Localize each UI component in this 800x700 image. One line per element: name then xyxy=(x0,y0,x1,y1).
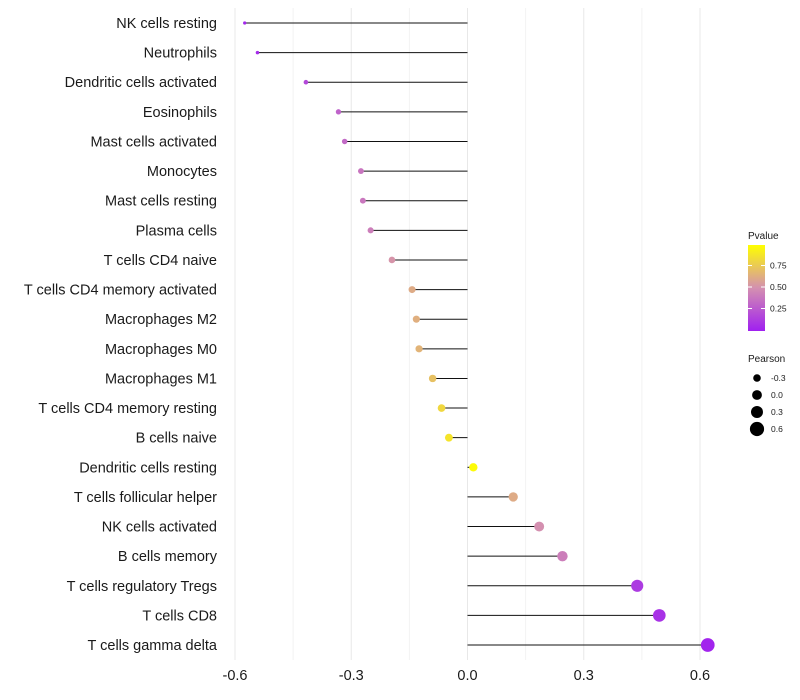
size-legend-label: 0.6 xyxy=(771,424,783,434)
category-label: B cells memory xyxy=(118,549,218,565)
grid-lines xyxy=(234,8,701,660)
point-b-cells-naive xyxy=(444,433,453,442)
category-label: Macrophages M0 xyxy=(105,342,217,358)
size-legend-dot xyxy=(752,390,762,400)
pearson-legend-title: Pearson xyxy=(748,354,785,365)
point-dendritic-cells-resting xyxy=(469,463,478,472)
point-monocytes xyxy=(358,168,364,175)
points xyxy=(243,21,715,652)
x-tick-label: 0.0 xyxy=(457,668,477,684)
point-nk-cells-resting xyxy=(243,21,247,25)
category-label: Plasma cells xyxy=(136,223,217,239)
size-legend-dot xyxy=(749,421,765,437)
x-tick-label: 0.3 xyxy=(574,668,594,684)
point-t-cells-cd8 xyxy=(652,609,666,622)
colorbar-tick-label: 0.75 xyxy=(770,261,787,271)
point-macrophages-m2 xyxy=(412,315,420,323)
pvalue-legend-title: Pvalue xyxy=(748,231,779,242)
point-macrophages-m1 xyxy=(428,374,437,383)
category-label: Mast cells resting xyxy=(105,194,217,210)
size-legend-label: 0.3 xyxy=(771,407,783,417)
point-dendritic-cells-activated xyxy=(303,79,309,85)
point-t-cells-cd4-memory-activated xyxy=(408,286,416,294)
point-t-cells-follicular-helper xyxy=(508,492,518,502)
point-neutrophils xyxy=(255,50,260,55)
point-t-cells-regulatory-tregs xyxy=(631,579,644,592)
category-label: T cells regulatory Tregs xyxy=(67,579,217,595)
size-legend-dot xyxy=(751,406,763,418)
category-label: Macrophages M1 xyxy=(105,371,217,387)
x-tick-label: -0.6 xyxy=(223,668,248,684)
point-t-cells-gamma-delta xyxy=(700,638,715,652)
category-label: Eosinophils xyxy=(143,105,217,121)
category-label: Mast cells activated xyxy=(90,134,217,150)
size-legend-label: -0.3 xyxy=(771,373,786,383)
category-label: Dendritic cells activated xyxy=(65,75,217,91)
colorbar-tick-label: 0.25 xyxy=(770,304,787,314)
size-legend-dot xyxy=(753,374,761,382)
point-t-cells-cd4-naive xyxy=(388,256,396,264)
category-label: Macrophages M2 xyxy=(105,312,217,328)
pvalue-legend: Pvalue 0.75 0.50 0.25 xyxy=(748,231,787,331)
category-label: T cells CD8 xyxy=(142,608,217,624)
pvalue-colorbar xyxy=(748,245,765,331)
pearson-legend: Pearson -0.3 0.0 0.3 0.6 xyxy=(748,354,786,437)
category-label: T cells follicular helper xyxy=(74,490,217,506)
point-nk-cells-activated xyxy=(534,521,545,532)
category-label: NK cells activated xyxy=(102,520,217,536)
point-mast-cells-resting xyxy=(359,197,366,204)
point-macrophages-m0 xyxy=(415,345,423,353)
point-b-cells-memory xyxy=(557,550,568,562)
colorbar-tick-label: 0.50 xyxy=(770,282,787,292)
x-tick-label: -0.3 xyxy=(339,668,364,684)
category-label: Monocytes xyxy=(147,164,217,180)
category-label: T cells CD4 naive xyxy=(104,253,217,269)
category-label: Neutrophils xyxy=(144,46,217,62)
category-label: B cells naive xyxy=(136,431,217,447)
category-label: T cells CD4 memory activated xyxy=(24,283,217,299)
x-axis-labels: -0.6 -0.3 0.0 0.3 0.6 xyxy=(223,668,711,684)
y-axis-labels: NK cells resting Neutrophils Dendritic cel… xyxy=(24,16,218,654)
point-eosinophils xyxy=(335,109,342,115)
category-label: T cells gamma delta xyxy=(88,638,218,654)
category-label: NK cells resting xyxy=(116,16,217,32)
x-tick-label: 0.6 xyxy=(690,668,710,684)
point-mast-cells-activated xyxy=(341,138,348,145)
category-label: T cells CD4 memory resting xyxy=(38,401,217,417)
category-label: Dendritic cells resting xyxy=(79,460,217,476)
point-t-cells-cd4-memory-resting xyxy=(437,404,446,412)
point-plasma-cells xyxy=(367,227,374,234)
stems xyxy=(244,22,708,646)
size-legend-label: 0.0 xyxy=(771,390,783,400)
